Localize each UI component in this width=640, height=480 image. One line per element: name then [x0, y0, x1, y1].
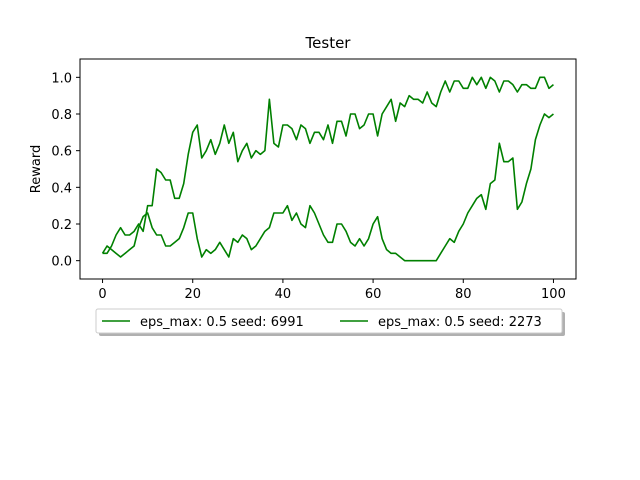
y-axis-label: Reward [29, 145, 44, 193]
x-tick-label: 80 [455, 287, 472, 302]
x-tick-label: 100 [541, 287, 566, 302]
chart-title: Tester [305, 34, 352, 52]
y-axis: 0.0 0.2 0.4 0.6 0.8 1.0 [51, 71, 80, 270]
y-tick-label: 0.8 [51, 108, 72, 123]
x-tick-label: 0 [98, 287, 106, 302]
legend: eps_max: 0.5 seed: 6991 eps_max: 0.5 seed… [95, 308, 563, 334]
x-tick-label: 60 [365, 287, 382, 302]
y-tick-label: 0.2 [51, 218, 72, 233]
y-tick-label: 0.4 [51, 181, 72, 196]
legend-box [95, 308, 563, 334]
legend-label: eps_max: 0.5 seed: 2273 [378, 315, 542, 330]
legend-label: eps_max: 0.5 seed: 6991 [140, 315, 304, 330]
x-tick-label: 40 [275, 287, 292, 302]
y-tick-label: 0.0 [51, 255, 72, 270]
plot-area [79, 58, 577, 280]
y-tick-label: 1.0 [51, 71, 72, 86]
y-tick-label: 0.6 [51, 145, 72, 160]
series-line-1 [102, 76, 554, 255]
series-lines [101, 76, 554, 262]
x-tick-label: 20 [184, 287, 201, 302]
series-line-2 [101, 113, 554, 262]
x-axis: 0 20 40 60 80 100 [98, 279, 566, 302]
